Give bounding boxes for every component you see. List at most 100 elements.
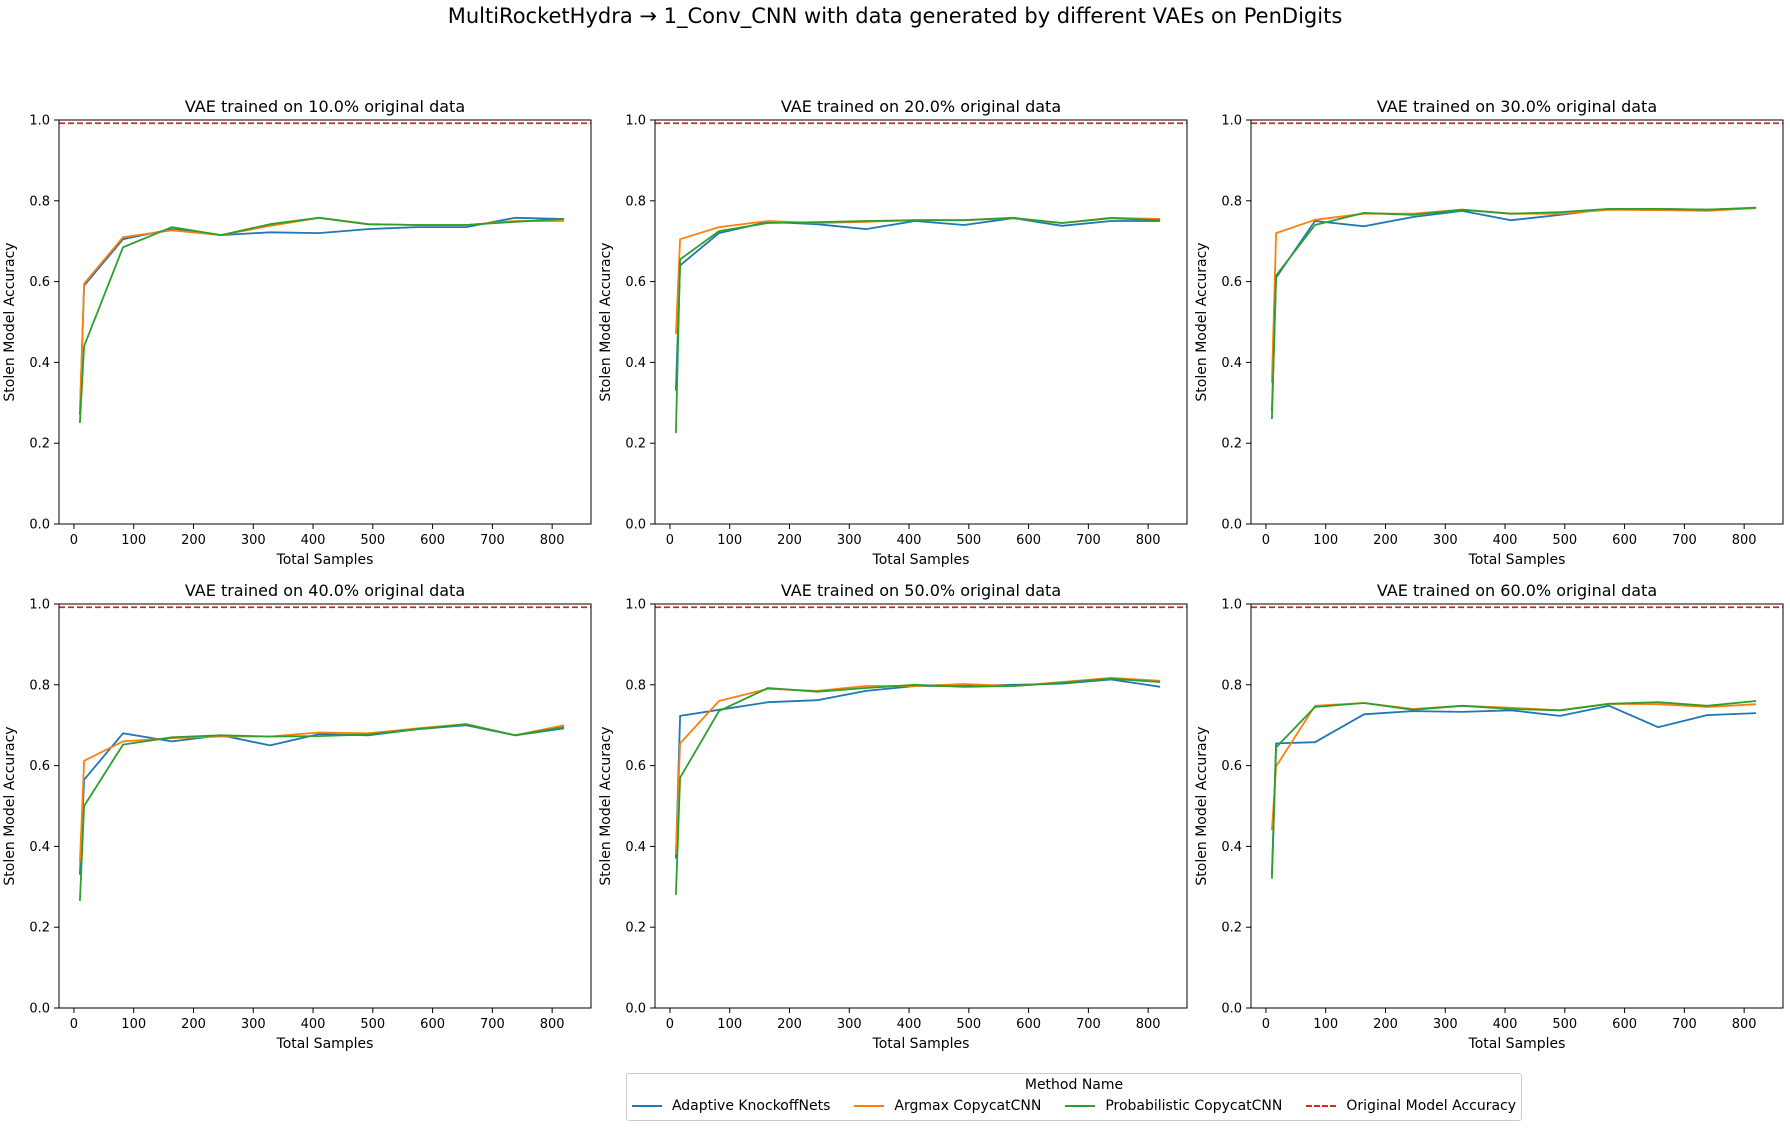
y-tick-label: 0.0 <box>625 1002 646 1017</box>
y-tick-label: 0.0 <box>29 1002 50 1017</box>
y-tick-label: 0.8 <box>1221 678 1242 693</box>
x-tick-label: 800 <box>1136 533 1161 548</box>
legend-item-original-model-accuracy: Original Model Accuracy <box>1306 1098 1516 1114</box>
y-tick-label: 1.0 <box>29 598 50 613</box>
series-line-adaptive-knockoffnets <box>79 216 565 415</box>
y-tick-label: 0.4 <box>625 356 646 371</box>
x-tick-label: 400 <box>897 1017 922 1032</box>
legend-label-argmax-copycatcnn: Argmax CopycatCNN <box>894 1098 1042 1114</box>
legend-label-probabilistic-copycatcnn: Probabilistic CopycatCNN <box>1105 1098 1283 1114</box>
x-tick-label: 800 <box>540 533 565 548</box>
x-tick-label: 500 <box>956 533 981 548</box>
series-line-adaptive-knockoffnets <box>1271 207 1757 411</box>
y-tick-label: 0.4 <box>29 356 50 371</box>
figure-title: MultiRocketHydra → 1_Conv_CNN with data … <box>447 4 1343 28</box>
series-line-argmax-copycatcnn <box>675 216 1161 335</box>
y-tick-label: 1.0 <box>29 114 50 129</box>
x-tick-label: 500 <box>956 1017 981 1032</box>
y-tick-label: 0.6 <box>1221 759 1242 774</box>
x-tick-label: 300 <box>837 533 862 548</box>
y-tick-label: 0.4 <box>625 840 646 855</box>
y-tick-label: 0.2 <box>29 437 50 452</box>
x-tick-label: 600 <box>420 533 445 548</box>
y-tick-label: 0.8 <box>29 194 50 209</box>
subplot-title: VAE trained on 50.0% original data <box>781 581 1061 600</box>
legend: Method Name Adaptive KnockoffNets Argmax… <box>626 1073 1522 1121</box>
subplot-5: VAE trained on 50.0% original data 0 100 20… <box>598 581 1188 1052</box>
x-tick-label: 800 <box>1136 1017 1161 1032</box>
legend-label-original-model-accuracy: Original Model Accuracy <box>1346 1098 1517 1114</box>
y-tick-label: 0.0 <box>29 518 50 533</box>
plot-frame <box>654 603 1188 1009</box>
x-tick-label: 400 <box>897 533 922 548</box>
subplot-title: VAE trained on 10.0% original data <box>185 97 465 116</box>
x-tick-label: 600 <box>1016 1017 1041 1032</box>
x-tick-label: 200 <box>777 533 802 548</box>
x-tick-label: 0 <box>70 1017 78 1032</box>
legend-swatch-argmax-copycatcnn <box>854 1105 885 1107</box>
x-tick-label: 200 <box>1373 1017 1398 1032</box>
x-axis-label: Total Samples <box>1468 552 1566 568</box>
x-tick-label: 700 <box>1076 1017 1101 1032</box>
series-line-argmax-copycatcnn <box>79 723 565 863</box>
x-tick-label: 400 <box>301 1017 326 1032</box>
plot-frame <box>58 603 592 1009</box>
x-tick-label: 400 <box>1493 533 1518 548</box>
x-axis-label: Total Samples <box>276 1036 374 1052</box>
legend-swatch-original-model-accuracy <box>1306 1105 1337 1107</box>
legend-item-adaptive-knockoffnets: Adaptive KnockoffNets <box>631 1098 830 1114</box>
x-axis-label: Total Samples <box>276 552 374 568</box>
subplot-3: VAE trained on 30.0% original data 0 100 20… <box>1194 97 1784 568</box>
series-line-adaptive-knockoffnets <box>1271 704 1757 875</box>
x-tick-label: 600 <box>1016 533 1041 548</box>
series-line-argmax-copycatcnn <box>1271 207 1757 383</box>
y-tick-label: 0.2 <box>625 921 646 936</box>
y-tick-label: 0.8 <box>625 678 646 693</box>
plot-frame <box>1250 119 1784 525</box>
x-tick-label: 400 <box>1493 1017 1518 1032</box>
y-tick-label: 0.4 <box>1221 356 1242 371</box>
x-axis-label: Total Samples <box>872 1036 970 1052</box>
x-tick-label: 0 <box>1262 533 1270 548</box>
series-line-argmax-copycatcnn <box>79 216 565 411</box>
plot-frame <box>1250 603 1784 1009</box>
series-line-probabilistic-copycatcnn <box>675 216 1161 434</box>
x-axis-label: Total Samples <box>1468 1036 1566 1052</box>
y-tick-label: 0.2 <box>625 437 646 452</box>
x-tick-label: 0 <box>666 533 674 548</box>
y-tick-label: 0.8 <box>29 678 50 693</box>
x-tick-label: 700 <box>480 1017 505 1032</box>
x-axis-label: Total Samples <box>872 552 970 568</box>
x-tick-label: 500 <box>360 533 385 548</box>
x-tick-label: 700 <box>1672 1017 1697 1032</box>
x-tick-label: 800 <box>1732 1017 1757 1032</box>
y-axis-label: Stolen Model Accuracy <box>598 242 614 401</box>
y-tick-label: 0.4 <box>1221 840 1242 855</box>
x-tick-label: 100 <box>121 533 146 548</box>
subplot-title: VAE trained on 30.0% original data <box>1377 97 1657 116</box>
y-tick-label: 0.8 <box>1221 194 1242 209</box>
series-line-adaptive-knockoffnets <box>675 678 1161 859</box>
legend-item-probabilistic-copycatcnn: Probabilistic CopycatCNN <box>1065 1098 1282 1114</box>
y-tick-label: 0.4 <box>29 840 50 855</box>
x-tick-label: 500 <box>1552 533 1577 548</box>
series-line-adaptive-knockoffnets <box>675 217 1161 391</box>
x-tick-label: 100 <box>717 533 742 548</box>
y-axis-label: Stolen Model Accuracy <box>2 726 18 885</box>
y-axis-label: Stolen Model Accuracy <box>598 726 614 885</box>
x-tick-label: 600 <box>420 1017 445 1032</box>
y-tick-label: 0.2 <box>1221 921 1242 936</box>
subplot-2: VAE trained on 20.0% original data 0 100 20… <box>598 97 1188 568</box>
y-tick-label: 0.0 <box>1221 1002 1242 1017</box>
plot-frame <box>58 119 592 525</box>
y-tick-label: 0.2 <box>29 921 50 936</box>
y-tick-label: 1.0 <box>625 114 646 129</box>
subplot-1: VAE trained on 10.0% original data 0 100 20… <box>2 97 592 568</box>
y-axis-label: Stolen Model Accuracy <box>2 242 18 401</box>
y-tick-label: 0.0 <box>1221 518 1242 533</box>
x-tick-label: 500 <box>360 1017 385 1032</box>
x-tick-label: 600 <box>1612 1017 1637 1032</box>
y-tick-label: 1.0 <box>1221 598 1242 613</box>
x-tick-label: 600 <box>1612 533 1637 548</box>
